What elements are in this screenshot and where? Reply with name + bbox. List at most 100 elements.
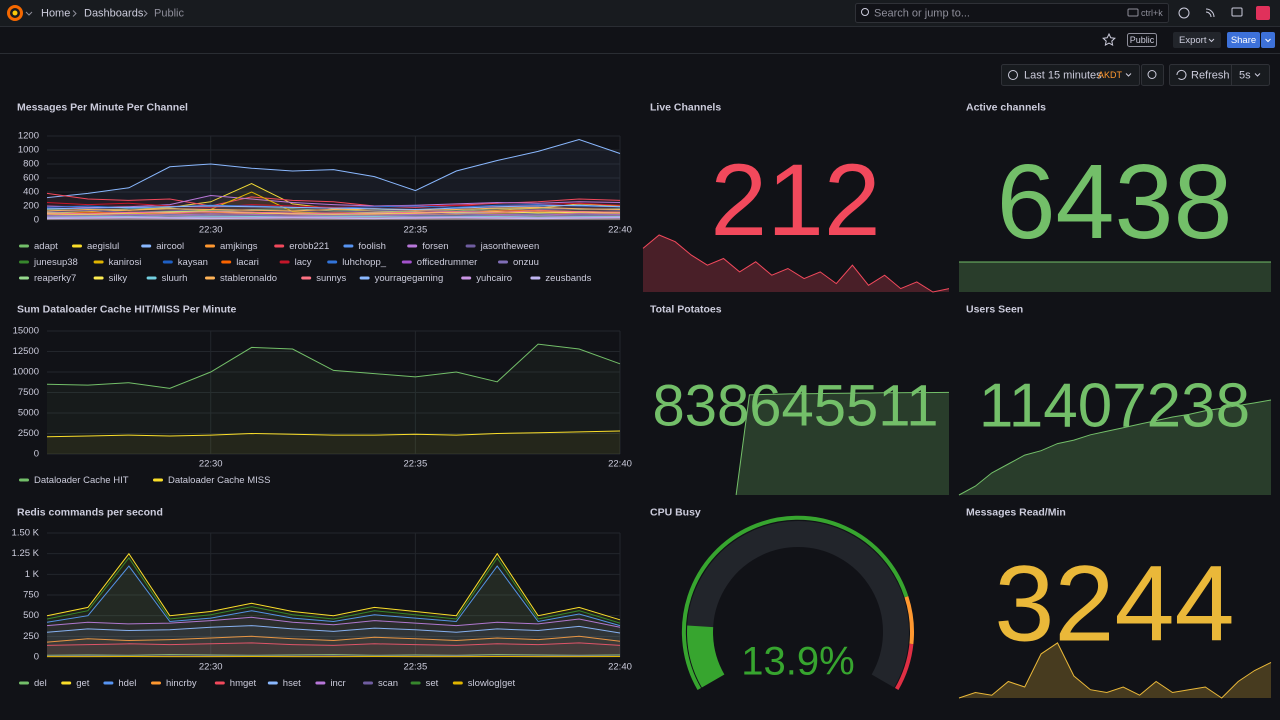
avatar[interactable]	[1256, 6, 1270, 20]
search-box[interactable]	[855, 3, 1169, 23]
legend-item[interactable]: set	[410, 678, 439, 689]
legend-item[interactable]: incr	[315, 678, 346, 689]
legend-swatch	[19, 681, 29, 685]
legend-label: hincrby	[166, 678, 197, 689]
x-tick-label: 22:35	[403, 459, 427, 470]
sparkline-area	[959, 642, 1271, 698]
legend-item[interactable]: sluurh	[146, 273, 188, 284]
x-tick-label: 22:30	[199, 662, 223, 673]
legend-label: lacari	[236, 257, 259, 268]
series-line	[46, 216, 621, 219]
panel	[957, 95, 1272, 293]
legend-item[interactable]: get	[61, 678, 90, 689]
legend-item[interactable]: lacari	[221, 257, 259, 268]
legend-label: junesup38	[33, 257, 78, 268]
legend-item[interactable]: stableronaldo	[205, 273, 277, 284]
legend-item[interactable]: foolish	[343, 241, 386, 252]
legend-item[interactable]: Dataloader Cache MISS	[153, 475, 270, 486]
legend-label: reaperky7	[34, 273, 76, 284]
legend-label: lacy	[295, 257, 312, 268]
legend-label: kanirosi	[109, 257, 142, 268]
export-button[interactable]	[1173, 32, 1221, 48]
legend-item[interactable]: officedrummer	[401, 257, 478, 268]
series-line	[46, 138, 621, 199]
refresh-picker[interactable]	[1169, 64, 1270, 86]
legend-item[interactable]: aircool	[141, 241, 184, 252]
series-line	[46, 653, 621, 656]
clock-icon	[1008, 70, 1018, 80]
sparkline-area	[736, 392, 949, 495]
legend-item[interactable]: kanirosi	[93, 257, 142, 268]
panel	[8, 297, 634, 496]
legend-item[interactable]: adapt	[19, 241, 58, 252]
news-icon[interactable]	[1205, 8, 1215, 18]
legend-label: forsen	[422, 241, 448, 252]
help-icon[interactable]	[1178, 7, 1190, 19]
legend-item[interactable]: hdel	[103, 678, 136, 689]
kiosk-icon[interactable]	[1231, 7, 1243, 17]
legend-swatch	[267, 681, 278, 685]
y-tick-label: 0	[34, 652, 39, 663]
legend-swatch	[274, 244, 285, 248]
legend-item[interactable]: erobb221	[274, 241, 329, 252]
legend-item[interactable]: luhchopp_	[327, 257, 387, 268]
y-tick-label: 1 K	[25, 569, 40, 580]
legend-item[interactable]: amjkings	[205, 241, 258, 252]
share-button[interactable]	[1227, 32, 1260, 48]
series-area	[47, 617, 620, 657]
series-line	[46, 552, 621, 621]
legend-item[interactable]: kaysan	[162, 257, 208, 268]
legend-item[interactable]: hset	[267, 678, 301, 689]
y-tick-label: 600	[23, 173, 39, 184]
legend-label: jasontheween	[480, 241, 540, 252]
legend-item[interactable]: del	[19, 678, 47, 689]
legend-item[interactable]: zeusbands	[530, 273, 592, 284]
share-menu[interactable]	[1261, 32, 1275, 48]
legend-item[interactable]: junesup38	[19, 257, 78, 268]
share-label: Share	[1231, 35, 1256, 46]
logo-caret	[25, 11, 33, 16]
legend-item[interactable]: slowlog|get	[452, 678, 516, 689]
series-line	[46, 642, 621, 646]
legend-swatch	[530, 276, 541, 280]
legend-swatch	[19, 276, 29, 280]
series-line	[46, 192, 621, 208]
series-area	[47, 553, 620, 657]
series-line	[46, 215, 621, 218]
legend-item[interactable]: yourragegaming	[359, 273, 444, 284]
time-picker[interactable]	[1001, 64, 1140, 86]
gauge-track	[687, 521, 909, 688]
sparkline-line	[735, 391, 950, 496]
zoom-out[interactable]	[1141, 64, 1164, 86]
legend-item[interactable]: Dataloader Cache HIT	[19, 475, 129, 486]
star-icon[interactable]	[1102, 32, 1116, 47]
panel	[8, 95, 634, 293]
legend-item[interactable]: lacy	[279, 257, 312, 268]
legend-item[interactable]: sunnys	[301, 273, 347, 284]
legend-swatch	[72, 244, 82, 248]
legend-swatch	[146, 276, 157, 280]
legend-item[interactable]: onzuu	[498, 257, 539, 268]
grafana-logo[interactable]	[7, 5, 33, 21]
breadcrumb[interactable]: Dashboards	[84, 7, 144, 19]
legend-swatch	[410, 681, 421, 685]
y-tick-label: 250	[23, 631, 39, 642]
legend-item[interactable]: reaperky7	[19, 273, 76, 284]
legend-item[interactable]: aegislul	[72, 241, 119, 252]
legend-item[interactable]: yuhcairo	[461, 273, 512, 284]
breadcrumb[interactable]: Home	[41, 7, 70, 19]
legend-swatch	[461, 276, 472, 280]
legend-item[interactable]: jasontheween	[465, 241, 540, 252]
y-tick-label: 0	[34, 449, 39, 460]
stat-value: 838645511	[652, 373, 938, 438]
series-line	[46, 616, 621, 628]
legend-item[interactable]: hincrby	[151, 678, 197, 689]
caret	[1265, 38, 1271, 43]
legend-item[interactable]: silky	[93, 273, 128, 284]
legend-item[interactable]: hmget	[214, 678, 257, 689]
panel-title: CPU Busy	[650, 506, 701, 518]
legend-item[interactable]: scan	[363, 678, 398, 689]
legend-swatch	[498, 260, 508, 264]
legend-swatch	[93, 260, 104, 264]
legend-item[interactable]: forsen	[407, 241, 449, 252]
